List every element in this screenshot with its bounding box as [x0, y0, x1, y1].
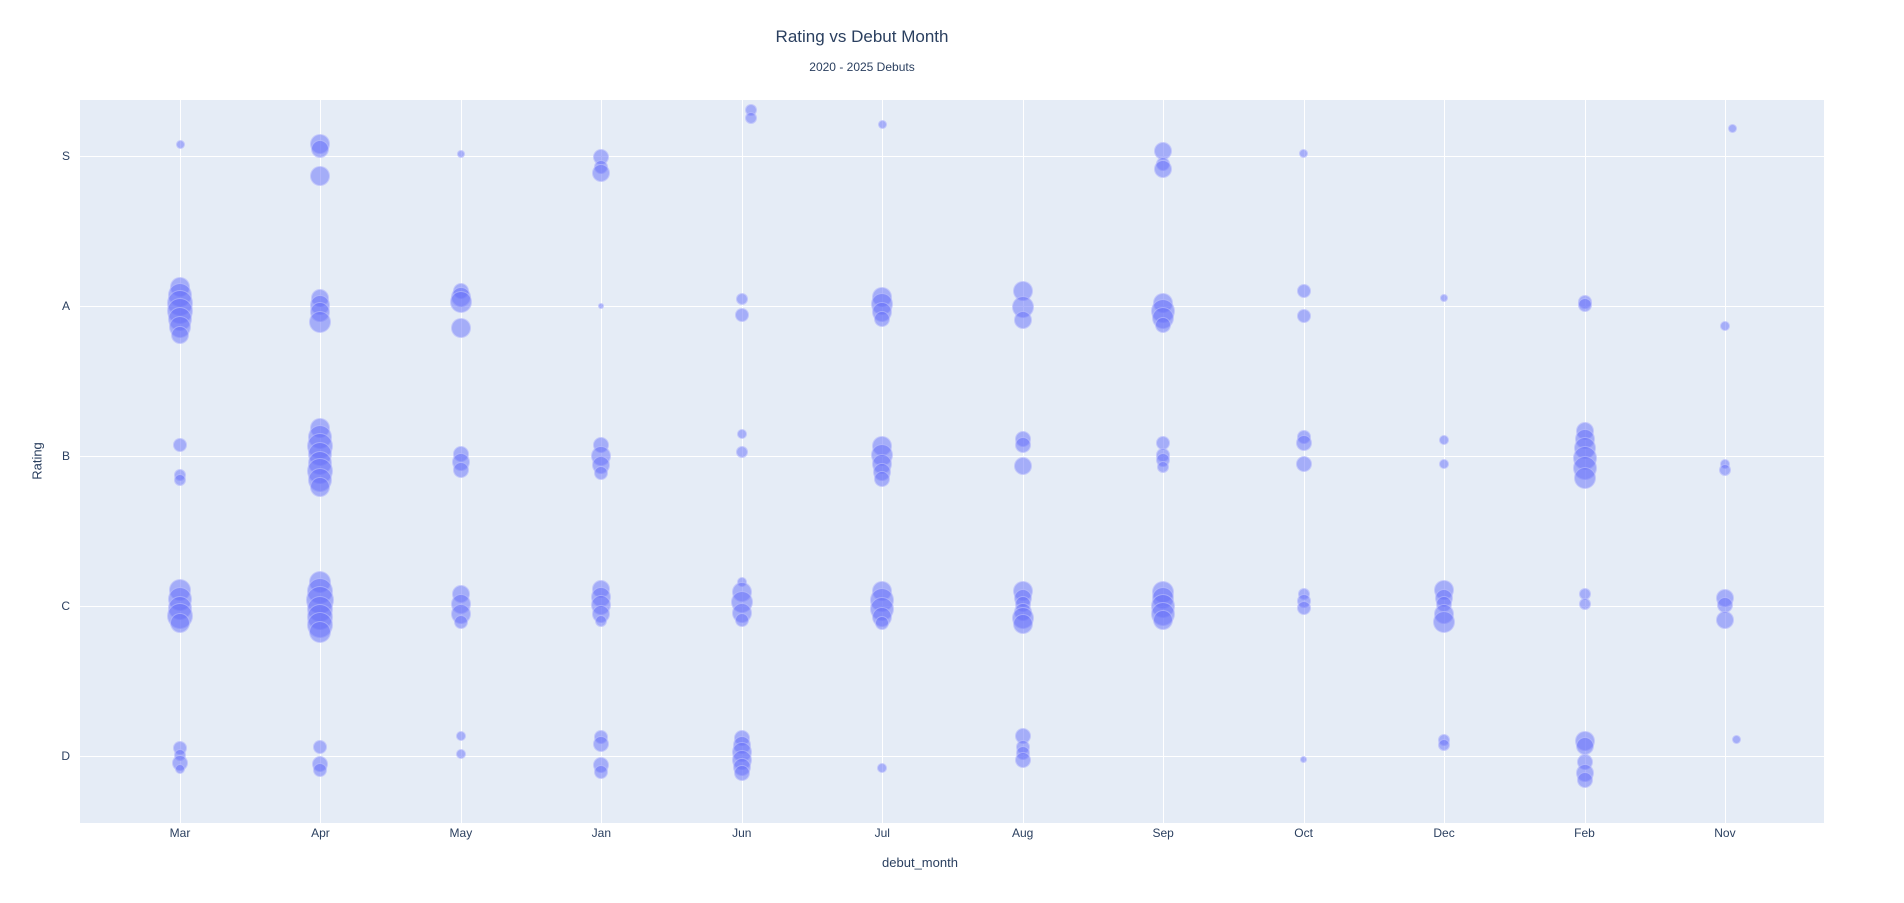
data-point-bubble[interactable]: [744, 112, 757, 124]
data-point-bubble[interactable]: [311, 140, 330, 158]
data-point-bubble[interactable]: [1732, 734, 1742, 744]
horizontal-gridline: [80, 756, 1824, 757]
data-point-bubble[interactable]: [173, 438, 187, 452]
vertical-gridline: [741, 100, 743, 823]
data-point-bubble[interactable]: [592, 164, 611, 182]
x-tick-label: Oct: [1294, 826, 1313, 840]
y-tick-label: B: [61, 449, 70, 463]
data-point-bubble[interactable]: [874, 471, 891, 487]
data-point-bubble[interactable]: [735, 446, 748, 458]
vertical-gridline: [180, 100, 181, 823]
horizontal-gridline: [80, 606, 1824, 607]
data-point-bubble[interactable]: [1578, 598, 1591, 610]
data-point-bubble[interactable]: [1014, 437, 1031, 453]
data-point-bubble[interactable]: [1433, 611, 1456, 633]
data-point-bubble[interactable]: [736, 429, 747, 439]
data-point-bubble[interactable]: [593, 736, 610, 752]
data-point-bubble[interactable]: [1576, 772, 1593, 788]
x-axis-title: debut_month: [882, 855, 958, 870]
data-point-bubble[interactable]: [1438, 739, 1451, 751]
x-tick-label: Jun: [732, 826, 752, 840]
data-point-bubble[interactable]: [1439, 435, 1450, 445]
data-point-bubble[interactable]: [1154, 160, 1173, 178]
data-point-bubble[interactable]: [1299, 148, 1309, 158]
data-point-bubble[interactable]: [875, 616, 890, 630]
x-tick-label: Feb: [1574, 826, 1595, 840]
data-point-bubble[interactable]: [309, 311, 332, 333]
y-axis-title: Rating: [29, 442, 45, 480]
chart-subtitle: 2020 - 2025 Debuts: [809, 60, 915, 74]
data-point-bubble[interactable]: [877, 119, 887, 129]
data-point-bubble[interactable]: [1575, 737, 1594, 755]
data-point-bubble[interactable]: [1296, 601, 1311, 615]
data-point-bubble[interactable]: [313, 740, 328, 754]
x-tick-label: Nov: [1714, 826, 1736, 840]
x-tick-label: May: [449, 826, 473, 840]
data-point-bubble[interactable]: [170, 613, 190, 633]
data-point-bubble[interactable]: [1728, 123, 1738, 133]
horizontal-gridline: [80, 456, 1824, 457]
data-point-bubble[interactable]: [452, 462, 469, 478]
data-point-bubble[interactable]: [594, 466, 609, 480]
data-point-bubble[interactable]: [1014, 752, 1031, 768]
data-point-bubble[interactable]: [1013, 457, 1032, 475]
data-point-bubble[interactable]: [1719, 321, 1730, 331]
x-tick-label: Mar: [169, 826, 191, 840]
data-point-bubble[interactable]: [1439, 459, 1450, 469]
data-point-bubble[interactable]: [1573, 467, 1596, 489]
x-tick-label: Jan: [591, 826, 612, 840]
data-point-bubble[interactable]: [877, 763, 888, 773]
data-point-bubble[interactable]: [171, 326, 189, 344]
y-tick-label: A: [61, 299, 70, 313]
data-point-bubble[interactable]: [310, 166, 331, 186]
data-point-bubble[interactable]: [313, 763, 328, 777]
y-tick-label: D: [61, 749, 70, 763]
data-point-bubble[interactable]: [309, 621, 332, 643]
data-point-bubble[interactable]: [456, 150, 465, 158]
data-point-bubble[interactable]: [1300, 755, 1308, 763]
data-point-bubble[interactable]: [450, 318, 471, 338]
data-point-bubble[interactable]: [455, 731, 466, 741]
data-point-bubble[interactable]: [1157, 461, 1170, 473]
y-tick-label: S: [61, 149, 70, 163]
data-point-bubble[interactable]: [310, 477, 331, 497]
x-tick-label: Aug: [1012, 826, 1034, 840]
data-point-bubble[interactable]: [594, 765, 609, 779]
data-point-bubble[interactable]: [1718, 464, 1731, 476]
data-point-bubble[interactable]: [1155, 317, 1172, 333]
data-point-bubble[interactable]: [175, 139, 185, 149]
horizontal-gridline: [80, 156, 1824, 157]
y-tick-label: C: [61, 599, 70, 613]
data-point-bubble[interactable]: [1012, 614, 1033, 634]
data-point-bubble[interactable]: [453, 615, 468, 629]
data-point-bubble[interactable]: [174, 474, 186, 486]
x-tick-label: Apr: [311, 826, 330, 840]
data-point-bubble[interactable]: [595, 615, 608, 627]
data-point-bubble[interactable]: [735, 293, 748, 305]
data-point-bubble[interactable]: [175, 764, 185, 774]
plot-area[interactable]: [80, 100, 1824, 823]
data-point-bubble[interactable]: [455, 749, 466, 759]
data-point-bubble[interactable]: [1295, 435, 1312, 451]
data-point-bubble[interactable]: [1296, 309, 1311, 323]
x-tick-label: Dec: [1433, 826, 1455, 840]
chart-title: Rating vs Debut Month: [775, 27, 949, 46]
horizontal-gridline: [80, 306, 1824, 307]
data-point-bubble[interactable]: [734, 613, 749, 627]
data-point-bubble[interactable]: [1715, 611, 1734, 629]
data-point-bubble[interactable]: [449, 291, 472, 313]
data-point-bubble[interactable]: [598, 303, 605, 309]
data-point-bubble[interactable]: [1153, 610, 1174, 630]
data-point-bubble[interactable]: [734, 308, 749, 322]
data-point-bubble[interactable]: [1440, 294, 1449, 302]
data-point-bubble[interactable]: [1295, 456, 1312, 472]
data-point-bubble[interactable]: [733, 765, 750, 781]
data-point-bubble[interactable]: [1013, 311, 1032, 329]
data-point-bubble[interactable]: [1296, 284, 1311, 298]
data-point-bubble[interactable]: [1577, 298, 1592, 312]
x-tick-label: Sep: [1152, 826, 1174, 840]
data-point-bubble[interactable]: [874, 311, 891, 327]
x-tick-label: Jul: [874, 826, 890, 840]
